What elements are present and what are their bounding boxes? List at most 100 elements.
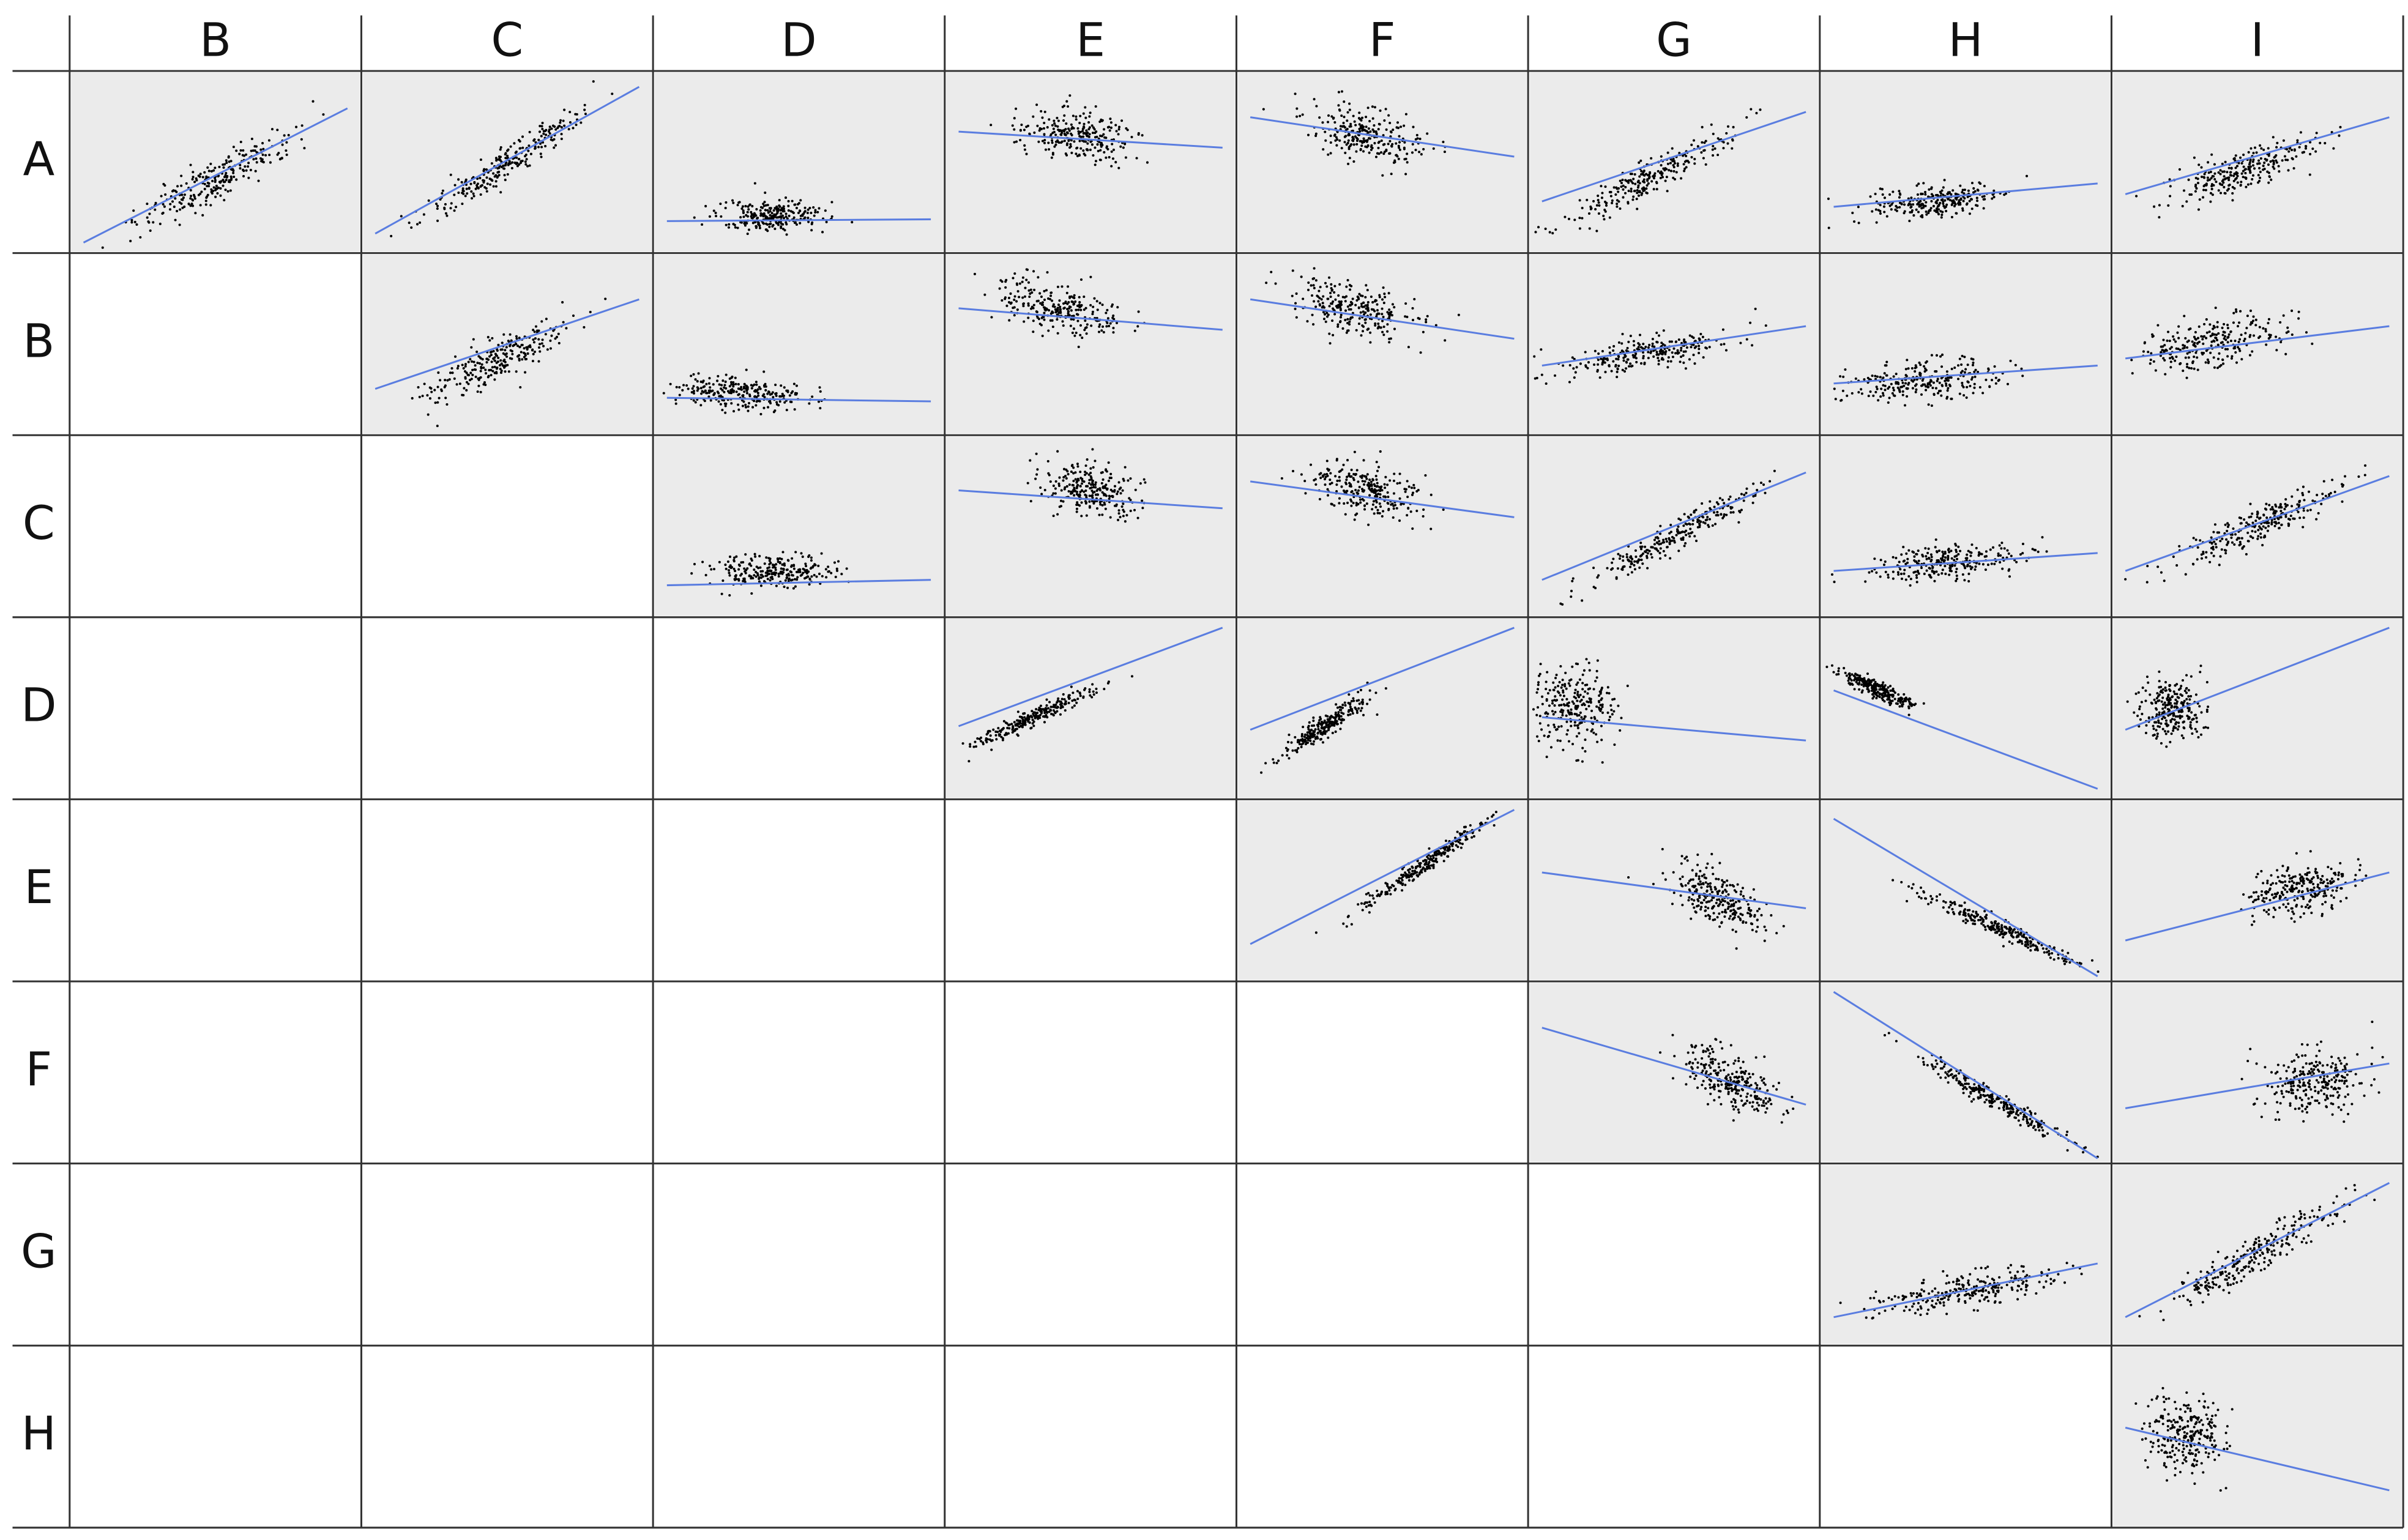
scatter-panel bbox=[2112, 436, 2402, 616]
point-cloud bbox=[1892, 879, 2100, 973]
panel-background bbox=[946, 72, 1235, 252]
column-header: F bbox=[1369, 13, 1396, 67]
row-header: H bbox=[21, 1407, 56, 1460]
fit-line bbox=[1250, 480, 1515, 518]
row-header: C bbox=[23, 496, 55, 550]
panel-background bbox=[1237, 72, 1527, 252]
fit-line bbox=[83, 107, 348, 244]
point-cloud bbox=[693, 182, 854, 236]
scatter-panel bbox=[1237, 255, 1527, 434]
scatter-panel bbox=[2112, 983, 2402, 1162]
fit-line bbox=[1541, 871, 1806, 909]
point-cloud bbox=[2240, 850, 2368, 926]
scatter-panel bbox=[1821, 983, 2110, 1162]
column-header: B bbox=[199, 13, 231, 67]
panel-background bbox=[946, 436, 1235, 616]
panel-background bbox=[1821, 619, 2110, 798]
scatter-panel bbox=[1237, 72, 1527, 252]
fit-line bbox=[1250, 627, 1515, 731]
fit-line bbox=[1833, 991, 2098, 1159]
row-header: D bbox=[21, 679, 56, 732]
scatter-panel bbox=[2112, 1347, 2402, 1527]
point-cloud bbox=[690, 551, 850, 597]
panel-background bbox=[654, 255, 944, 434]
point-cloud bbox=[411, 297, 607, 428]
point-cloud bbox=[2240, 1021, 2384, 1123]
row-header: B bbox=[23, 314, 54, 368]
point-cloud bbox=[1830, 536, 2048, 587]
fit-line bbox=[1541, 471, 1806, 581]
fit-line bbox=[2125, 871, 2390, 942]
panel-background bbox=[2112, 983, 2402, 1162]
point-cloud bbox=[1658, 1033, 1795, 1124]
scatter-panel bbox=[2112, 255, 2402, 434]
column-header: H bbox=[1948, 13, 1983, 67]
point-cloud bbox=[101, 100, 325, 249]
scatter-panel bbox=[1237, 436, 1527, 616]
panel-background bbox=[71, 72, 360, 252]
fit-line bbox=[1541, 111, 1806, 203]
column-header: E bbox=[1076, 13, 1105, 67]
fit-line bbox=[1250, 298, 1515, 340]
panel-background bbox=[1237, 436, 1527, 616]
row-header: A bbox=[23, 132, 54, 186]
panel-background bbox=[946, 255, 1235, 434]
panel-background bbox=[1821, 255, 2110, 434]
scatter-panel bbox=[1529, 72, 1819, 252]
fit-line bbox=[2125, 1062, 2390, 1109]
panel-background bbox=[654, 436, 944, 616]
fit-line bbox=[1833, 1262, 2098, 1319]
scatter-panel bbox=[654, 436, 944, 616]
fit-line bbox=[1833, 182, 2098, 208]
panel-background bbox=[1237, 800, 1527, 980]
point-cloud bbox=[961, 675, 1134, 763]
column-header: D bbox=[781, 13, 816, 67]
point-cloud bbox=[662, 368, 826, 415]
scatter-panel bbox=[362, 255, 652, 434]
panel-background bbox=[2112, 436, 2402, 616]
panel-background bbox=[2112, 72, 2402, 252]
row-header: E bbox=[24, 860, 53, 914]
scatter-panel bbox=[1821, 619, 2110, 798]
panel-background bbox=[2112, 1347, 2402, 1527]
column-header: C bbox=[491, 13, 523, 67]
fit-line bbox=[2125, 475, 2390, 572]
fit-line bbox=[375, 298, 639, 390]
panel-background bbox=[1237, 255, 1527, 434]
point-cloud bbox=[390, 80, 614, 237]
scatter-panel bbox=[946, 619, 1235, 798]
fit-line bbox=[1833, 689, 2098, 790]
panel-background bbox=[2112, 619, 2402, 798]
fit-line bbox=[375, 86, 640, 235]
fit-line bbox=[1541, 716, 1806, 742]
panel-background bbox=[1821, 983, 2110, 1162]
panel-background bbox=[2112, 1165, 2402, 1344]
fit-line bbox=[958, 307, 1223, 331]
scatter-panel bbox=[654, 255, 944, 434]
point-cloud bbox=[1533, 307, 1767, 385]
panel-background bbox=[1821, 436, 2110, 616]
scatter-panel bbox=[654, 72, 944, 252]
panel-background bbox=[1529, 983, 1819, 1162]
scatter-panel bbox=[2112, 72, 2402, 252]
panel-background bbox=[1821, 72, 2110, 252]
panel-background bbox=[2112, 255, 2402, 434]
scatter-panel bbox=[1821, 800, 2110, 980]
panel-background bbox=[1529, 255, 1819, 434]
scatter-panel bbox=[71, 72, 360, 252]
fit-line bbox=[958, 489, 1223, 510]
point-cloud bbox=[2124, 464, 2367, 584]
point-cloud bbox=[1825, 664, 1925, 716]
panel-background bbox=[1529, 619, 1819, 798]
scatter-panel bbox=[946, 255, 1235, 434]
fit-line bbox=[666, 579, 931, 587]
point-cloud bbox=[1314, 811, 1497, 934]
fit-line bbox=[2125, 1426, 2390, 1492]
panel-background bbox=[946, 619, 1235, 798]
panel-background bbox=[1821, 1165, 2110, 1344]
scatter-panel bbox=[2112, 619, 2402, 798]
scatter-panel bbox=[1821, 436, 2110, 616]
fit-line bbox=[2125, 627, 2390, 731]
